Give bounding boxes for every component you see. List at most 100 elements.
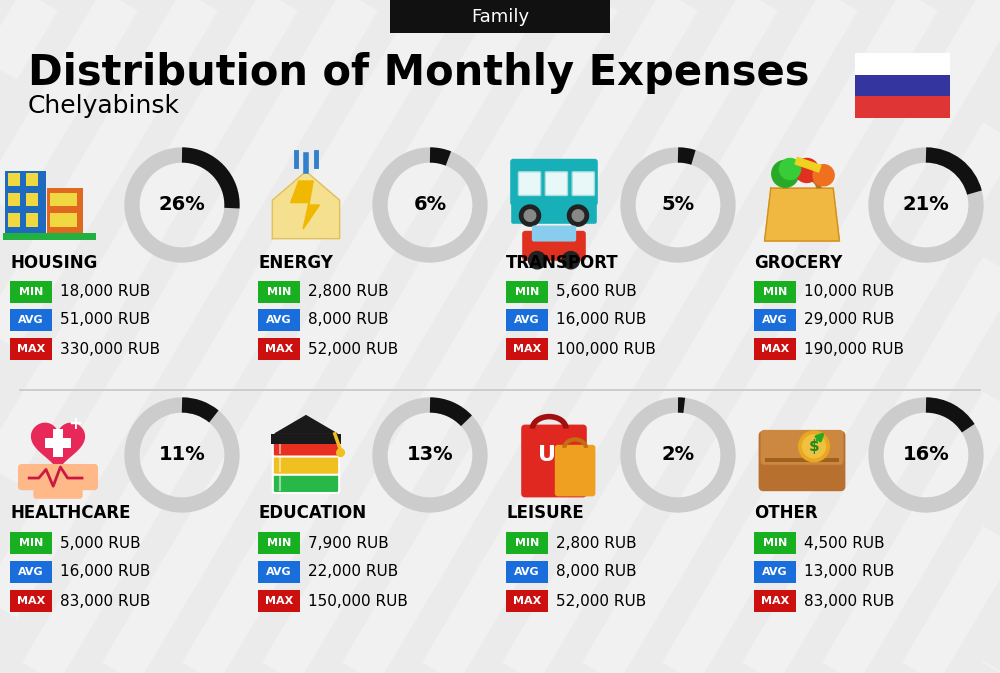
Text: 13,000 RUB: 13,000 RUB — [804, 565, 894, 579]
Text: AVG: AVG — [762, 315, 788, 325]
Text: ENERGY: ENERGY — [258, 254, 333, 272]
Circle shape — [524, 210, 536, 221]
Text: 2,800 RUB: 2,800 RUB — [308, 285, 389, 299]
FancyBboxPatch shape — [754, 309, 796, 331]
Text: MAX: MAX — [513, 596, 541, 606]
FancyBboxPatch shape — [33, 479, 83, 499]
Text: Distribution of Monthly Expenses: Distribution of Monthly Expenses — [28, 52, 810, 94]
Text: 330,000 RUB: 330,000 RUB — [60, 341, 160, 357]
Text: AVG: AVG — [762, 567, 788, 577]
Text: 5,600 RUB: 5,600 RUB — [556, 285, 637, 299]
FancyBboxPatch shape — [50, 193, 77, 207]
Text: 11%: 11% — [159, 446, 205, 464]
Text: MAX: MAX — [265, 344, 293, 354]
Text: 29,000 RUB: 29,000 RUB — [804, 312, 894, 328]
Circle shape — [529, 252, 546, 269]
Polygon shape — [291, 181, 319, 229]
Polygon shape — [32, 423, 84, 471]
Text: 190,000 RUB: 190,000 RUB — [804, 341, 904, 357]
Circle shape — [795, 158, 819, 182]
FancyBboxPatch shape — [50, 213, 77, 227]
FancyBboxPatch shape — [518, 172, 541, 195]
Polygon shape — [765, 188, 839, 241]
FancyBboxPatch shape — [390, 0, 610, 33]
FancyBboxPatch shape — [273, 472, 339, 493]
FancyBboxPatch shape — [506, 281, 548, 303]
Text: LEISURE: LEISURE — [506, 504, 584, 522]
Circle shape — [567, 205, 589, 226]
Text: 21%: 21% — [903, 195, 949, 215]
Text: 2,800 RUB: 2,800 RUB — [556, 536, 637, 551]
Text: MIN: MIN — [267, 287, 291, 297]
Circle shape — [562, 252, 579, 269]
Text: 6%: 6% — [413, 195, 447, 215]
FancyBboxPatch shape — [18, 464, 98, 490]
FancyBboxPatch shape — [258, 309, 300, 331]
Text: 7,900 RUB: 7,900 RUB — [308, 536, 389, 551]
Text: MIN: MIN — [19, 287, 43, 297]
FancyBboxPatch shape — [8, 213, 20, 227]
Text: 83,000 RUB: 83,000 RUB — [60, 594, 150, 608]
Text: 13%: 13% — [407, 446, 453, 464]
Text: 83,000 RUB: 83,000 RUB — [804, 594, 894, 608]
FancyBboxPatch shape — [765, 458, 839, 462]
FancyBboxPatch shape — [53, 429, 63, 458]
Polygon shape — [275, 416, 337, 434]
Text: 26%: 26% — [159, 195, 205, 215]
Text: 52,000 RUB: 52,000 RUB — [308, 341, 398, 357]
Text: Family: Family — [471, 7, 529, 26]
Text: AVG: AVG — [18, 315, 44, 325]
Text: HOUSING: HOUSING — [10, 254, 97, 272]
FancyBboxPatch shape — [572, 172, 594, 195]
Text: MAX: MAX — [761, 596, 789, 606]
Circle shape — [572, 210, 584, 221]
Text: MAX: MAX — [761, 344, 789, 354]
Text: 51,000 RUB: 51,000 RUB — [60, 312, 150, 328]
Text: 5%: 5% — [661, 195, 695, 215]
FancyBboxPatch shape — [506, 338, 548, 360]
FancyBboxPatch shape — [759, 431, 845, 491]
FancyBboxPatch shape — [511, 199, 597, 224]
FancyBboxPatch shape — [10, 561, 52, 583]
FancyBboxPatch shape — [26, 213, 38, 227]
FancyBboxPatch shape — [26, 193, 38, 207]
FancyBboxPatch shape — [555, 445, 595, 497]
Text: $: $ — [809, 439, 819, 454]
FancyBboxPatch shape — [258, 561, 300, 583]
FancyBboxPatch shape — [273, 435, 339, 456]
Text: 16,000 RUB: 16,000 RUB — [556, 312, 646, 328]
FancyBboxPatch shape — [545, 172, 567, 195]
Polygon shape — [272, 172, 340, 239]
Text: 8,000 RUB: 8,000 RUB — [556, 565, 637, 579]
FancyBboxPatch shape — [506, 309, 548, 331]
FancyBboxPatch shape — [855, 53, 950, 75]
Circle shape — [519, 205, 541, 226]
Text: AVG: AVG — [18, 567, 44, 577]
FancyBboxPatch shape — [754, 561, 796, 583]
FancyBboxPatch shape — [273, 454, 339, 474]
FancyBboxPatch shape — [855, 96, 950, 118]
Text: TRANSPORT: TRANSPORT — [506, 254, 619, 272]
Text: AVG: AVG — [266, 315, 292, 325]
Text: EDUCATION: EDUCATION — [258, 504, 366, 522]
Text: 100,000 RUB: 100,000 RUB — [556, 341, 656, 357]
FancyBboxPatch shape — [26, 173, 38, 186]
Text: AVG: AVG — [514, 567, 540, 577]
FancyBboxPatch shape — [754, 338, 796, 360]
FancyBboxPatch shape — [271, 434, 341, 444]
Circle shape — [802, 435, 826, 458]
Text: AVG: AVG — [514, 315, 540, 325]
FancyBboxPatch shape — [506, 532, 548, 554]
Text: 52,000 RUB: 52,000 RUB — [556, 594, 646, 608]
Text: AVG: AVG — [266, 567, 292, 577]
Text: 8,000 RUB: 8,000 RUB — [308, 312, 389, 328]
Text: 22,000 RUB: 22,000 RUB — [308, 565, 398, 579]
FancyBboxPatch shape — [3, 233, 96, 240]
Text: Chelyabinsk: Chelyabinsk — [28, 94, 180, 118]
Circle shape — [772, 160, 799, 187]
FancyBboxPatch shape — [506, 590, 548, 612]
Circle shape — [813, 165, 834, 186]
FancyBboxPatch shape — [258, 281, 300, 303]
FancyBboxPatch shape — [754, 590, 796, 612]
Text: U: U — [538, 445, 556, 465]
